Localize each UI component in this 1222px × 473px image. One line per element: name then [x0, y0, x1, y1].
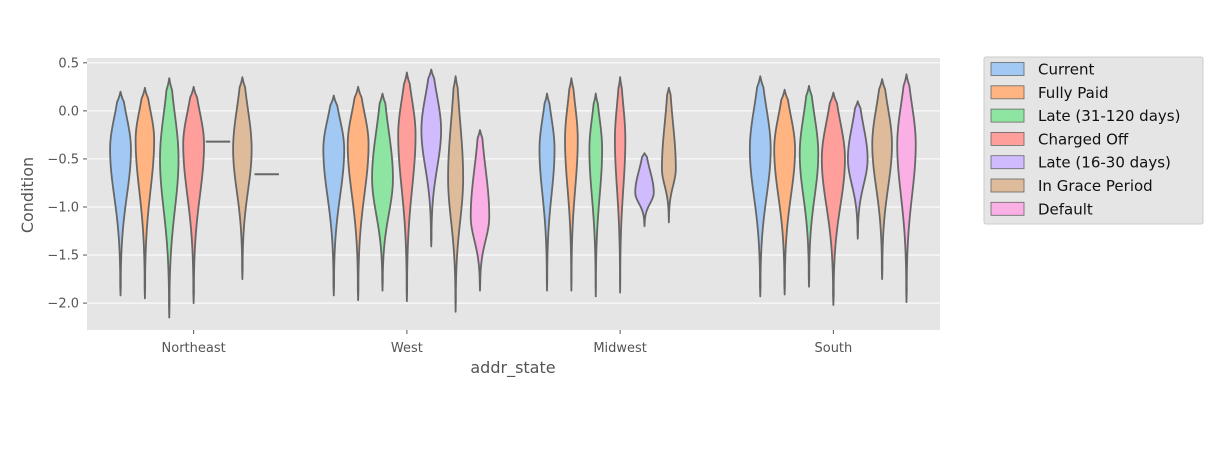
- y-tick-label: 0.0: [58, 104, 79, 119]
- y-tick-label: 0.5: [58, 56, 79, 71]
- legend-label: Fully Paid: [1038, 84, 1109, 102]
- x-tick-label: South: [814, 341, 852, 356]
- y-tick-label: −0.5: [47, 152, 79, 167]
- legend-label: Charged Off: [1038, 130, 1129, 148]
- violin: [820, 91, 846, 306]
- y-axis-label: Condition: [18, 157, 37, 233]
- legend-swatch: [990, 85, 1025, 100]
- legend-label: Late (16-30 days): [1038, 154, 1171, 172]
- legend-frame: [983, 56, 1204, 225]
- violin: [773, 88, 796, 296]
- violin: [847, 100, 869, 240]
- legend: Current Fully Paid Late (31-120 days) Charg…: [983, 56, 1204, 225]
- violin: [346, 85, 370, 302]
- violin: [397, 71, 417, 303]
- legend-swatch: [990, 131, 1025, 146]
- legend-label: Default: [1038, 200, 1093, 218]
- grid-lines: [87, 62, 940, 304]
- x-tick-label: Northeast: [162, 341, 226, 356]
- violin: [447, 75, 465, 313]
- violin: [748, 75, 772, 298]
- violin: [109, 90, 132, 297]
- violin: [896, 73, 917, 304]
- legend-swatch: [990, 108, 1025, 123]
- x-axis: Northeast West Midwest South: [162, 330, 852, 356]
- violin: [614, 76, 627, 294]
- legend-swatch: [990, 62, 1025, 76]
- y-tick-label: −1.5: [47, 249, 79, 264]
- violin: [634, 152, 655, 228]
- violin: [182, 85, 205, 304]
- violin: [661, 86, 677, 224]
- legend-swatch: [990, 155, 1025, 170]
- y-tick-label: −1.0: [47, 200, 79, 215]
- legend-swatch: [990, 178, 1025, 193]
- plot-background: [87, 58, 940, 330]
- violin: [469, 129, 491, 292]
- violin: [134, 86, 156, 300]
- violins: [109, 68, 917, 319]
- y-axis: 0.5 0.0 −0.5 −1.0 −1.5 −2.0: [47, 56, 87, 312]
- violin: [871, 78, 893, 280]
- x-axis-label: addr_state: [470, 358, 555, 378]
- legend-label: Current: [1038, 61, 1094, 79]
- violin: [588, 92, 604, 298]
- violin: [420, 68, 442, 248]
- x-tick-label: Midwest: [593, 341, 647, 356]
- legend-label: Late (31-120 days): [1038, 107, 1180, 125]
- legend-swatch: [990, 201, 1025, 216]
- violin: [564, 77, 579, 292]
- y-tick-label: −2.0: [47, 297, 79, 312]
- violin: [232, 76, 253, 280]
- legend-label: In Grace Period: [1038, 177, 1153, 195]
- violin: [371, 92, 394, 292]
- violin: [159, 77, 180, 319]
- violin: [538, 92, 556, 292]
- violin: [322, 94, 346, 297]
- x-tick-label: West: [391, 341, 423, 356]
- violin: [798, 84, 820, 288]
